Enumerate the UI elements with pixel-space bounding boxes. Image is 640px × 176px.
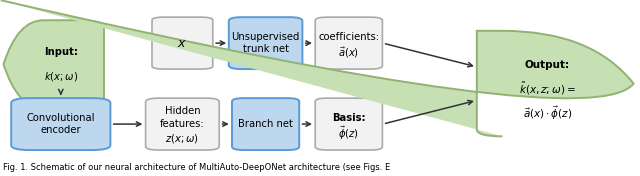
Text: Unsupervised: Unsupervised <box>232 32 300 42</box>
Text: $\vec{a}(x) \cdot \vec{\phi}(z)$: $\vec{a}(x) \cdot \vec{\phi}(z)$ <box>522 104 572 122</box>
PathPatch shape <box>477 31 634 136</box>
Text: Branch net: Branch net <box>238 119 293 129</box>
Text: encoder: encoder <box>40 125 81 135</box>
Text: Hidden: Hidden <box>164 106 200 116</box>
FancyBboxPatch shape <box>316 17 383 69</box>
Text: $\vec{a}(x)$: $\vec{a}(x)$ <box>339 45 359 60</box>
Text: $x$: $x$ <box>177 37 188 50</box>
FancyBboxPatch shape <box>232 98 300 150</box>
FancyBboxPatch shape <box>316 98 383 150</box>
Text: $k(x;\omega)$: $k(x;\omega)$ <box>44 70 78 83</box>
Text: Basis:: Basis: <box>332 113 365 123</box>
FancyBboxPatch shape <box>152 17 212 69</box>
FancyBboxPatch shape <box>146 98 219 150</box>
Text: $\tilde{k}(x, z;\omega) =$: $\tilde{k}(x, z;\omega) =$ <box>519 81 575 97</box>
PathPatch shape <box>3 20 104 108</box>
Text: $\vec{\phi}(z)$: $\vec{\phi}(z)$ <box>339 125 359 142</box>
Text: $z(x;\omega)$: $z(x;\omega)$ <box>166 132 199 145</box>
Text: Output:: Output: <box>525 60 570 70</box>
Text: trunk net: trunk net <box>243 44 289 54</box>
Text: Input:: Input: <box>44 47 78 57</box>
Text: features:: features: <box>160 119 205 129</box>
FancyBboxPatch shape <box>12 98 110 150</box>
FancyBboxPatch shape <box>229 17 302 69</box>
Text: Fig. 1. Schematic of our neural architecture of MultiAuto-DeepONet architecture : Fig. 1. Schematic of our neural architec… <box>3 164 390 172</box>
Text: coefficients:: coefficients: <box>318 32 380 42</box>
Text: Convolutional: Convolutional <box>26 113 95 123</box>
